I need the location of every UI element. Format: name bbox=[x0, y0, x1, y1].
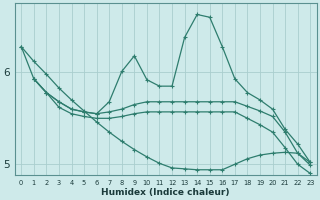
X-axis label: Humidex (Indice chaleur): Humidex (Indice chaleur) bbox=[101, 188, 230, 197]
